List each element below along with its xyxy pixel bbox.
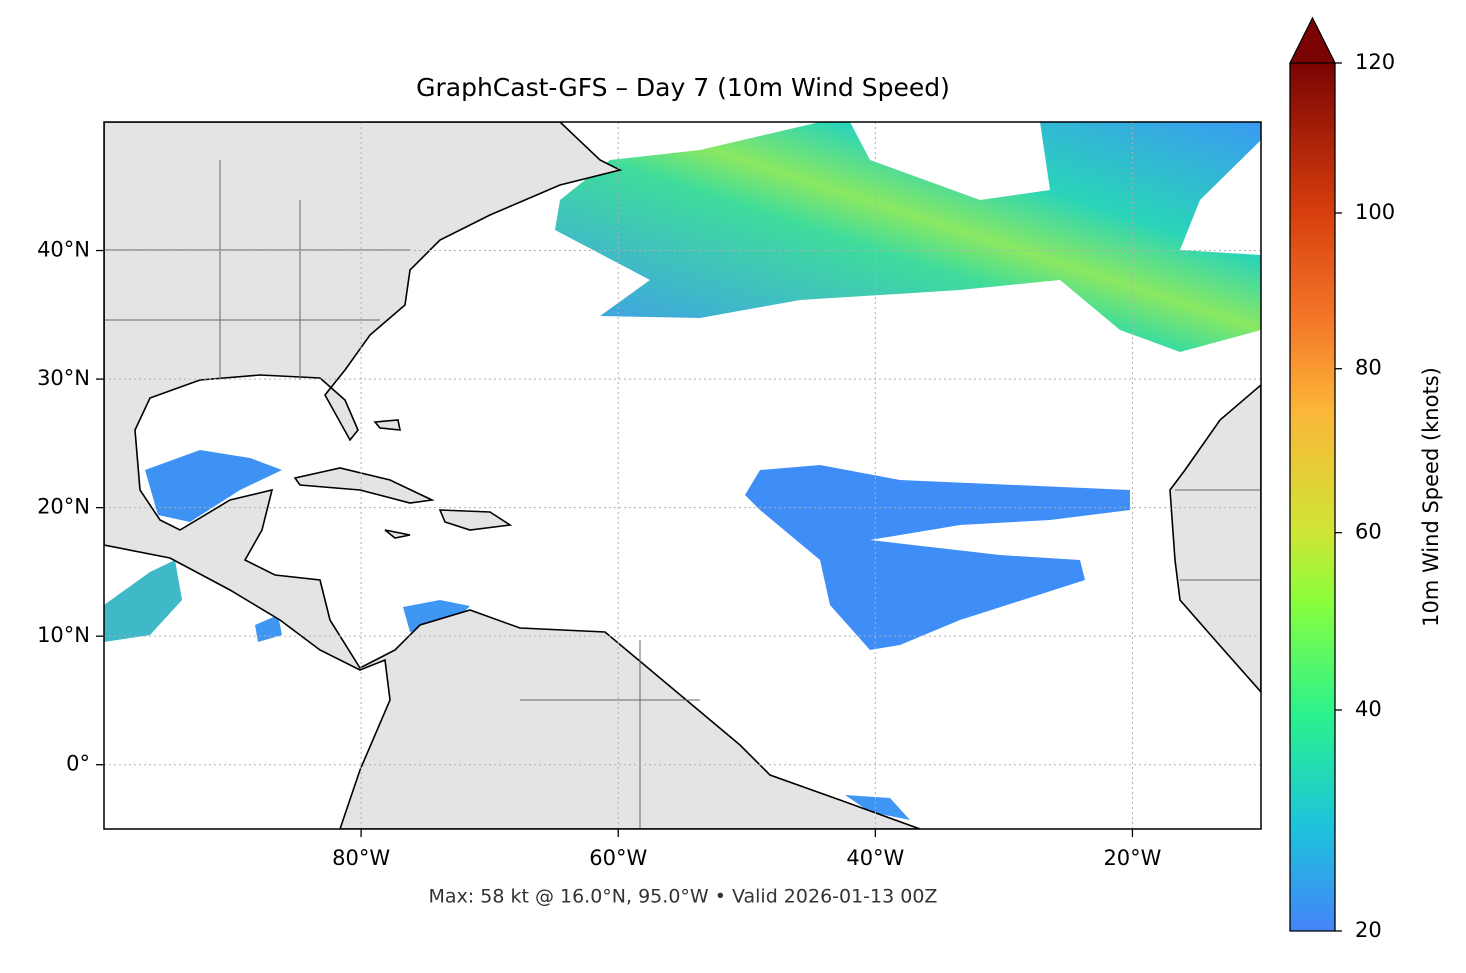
wind-gap: [850, 122, 1050, 200]
land-americas: [104, 122, 921, 829]
y-tick-label: 30°N: [37, 366, 90, 390]
land-africa: [1169, 383, 1261, 694]
y-tick-label: 10°N: [37, 623, 90, 647]
colorbar-tick-label: 120: [1355, 50, 1395, 74]
y-tick-label: 40°N: [37, 238, 90, 262]
colorbar-label: 10m Wind Speed (knots): [1419, 367, 1443, 627]
colorbar-tick-label: 60: [1355, 520, 1382, 544]
wind-field: [104, 560, 182, 642]
wind-field: [555, 122, 1261, 352]
colorbar-frame: [1289, 63, 1336, 932]
land-islands: [293, 419, 513, 539]
borders: [104, 160, 1261, 829]
x-tick-label: 20°W: [1103, 846, 1161, 870]
colorbar-tick-label: 20: [1355, 918, 1382, 942]
colorbar: [1290, 63, 1335, 931]
wind-field: [403, 600, 470, 632]
x-tick-label: 80°W: [332, 846, 390, 870]
x-tick-label: 60°W: [589, 846, 647, 870]
colorbar-extend: [1288, 16, 1337, 64]
map-area: [104, 122, 1261, 829]
wind-field: [745, 465, 1130, 650]
y-tick-label: 20°N: [37, 495, 90, 519]
map-frame: [103, 121, 1262, 830]
colorbar-tick-label: 40: [1355, 697, 1382, 721]
y-tick-label: 0°: [66, 752, 90, 776]
wind-field: [145, 450, 282, 522]
x-tick-label: 40°W: [846, 846, 904, 870]
colorbar-tick-label: 100: [1355, 200, 1395, 224]
colorbar-tick-label: 80: [1355, 356, 1382, 380]
map-title: GraphCast-GFS – Day 7 (10m Wind Speed): [416, 73, 950, 102]
map-footer: Max: 58 kt @ 16.0°N, 95.0°W • Valid 2026…: [429, 886, 938, 908]
